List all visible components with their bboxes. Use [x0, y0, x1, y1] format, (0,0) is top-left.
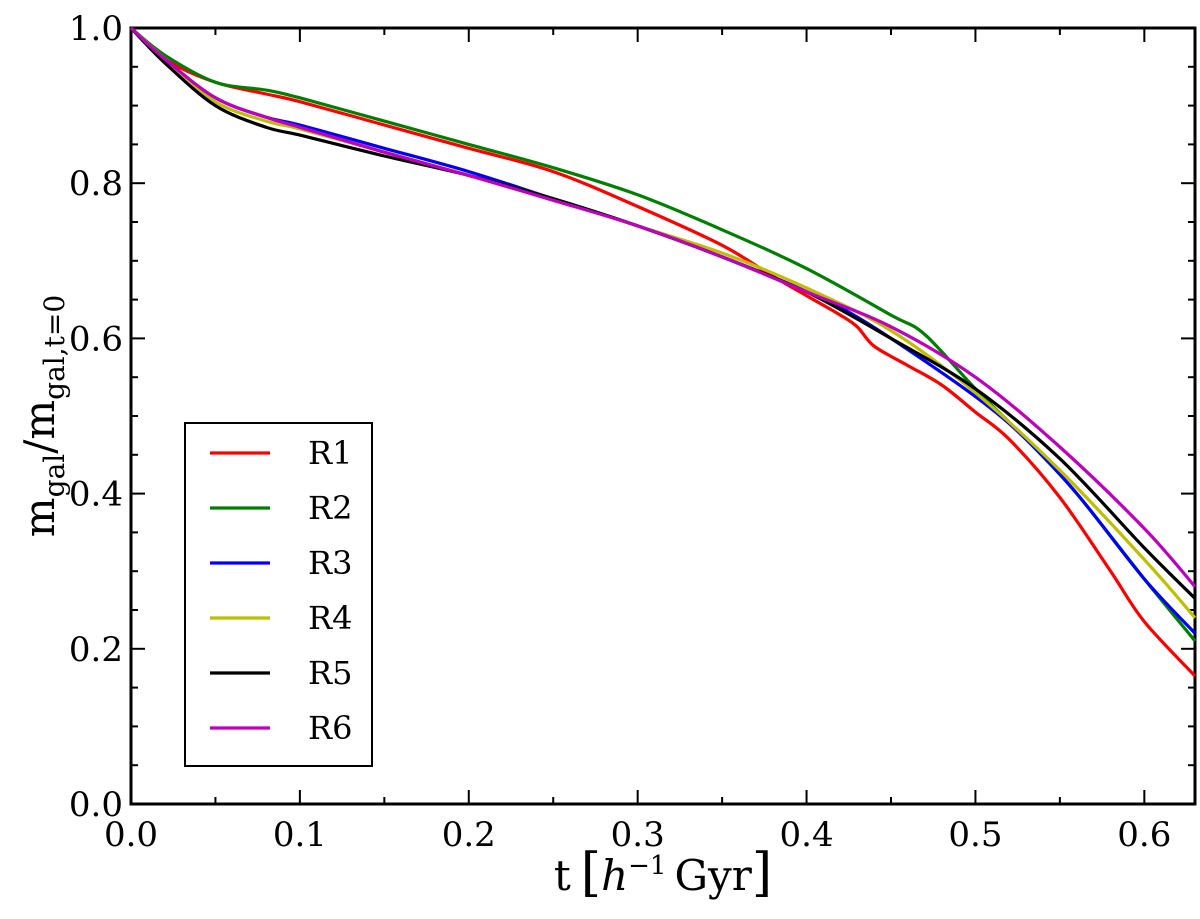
x-tick-label: 0.3: [611, 815, 665, 855]
legend-label-r5: R5: [308, 654, 352, 692]
legend-label-r2: R2: [308, 489, 352, 527]
x-tick-label: 0.0: [104, 815, 158, 855]
series-line-r6: [129, 26, 1197, 588]
y-tick-label: 0.0: [69, 785, 123, 825]
y-tick-label: 1.0: [69, 9, 123, 49]
x-tick-label: 0.6: [1117, 815, 1171, 855]
x-tick-label: 0.1: [273, 815, 327, 855]
legend-label-r1: R1: [308, 434, 352, 472]
series-layer: [129, 26, 1197, 678]
y-tick-label: 0.6: [69, 319, 123, 359]
x-axis-label: t [h−1 Gyr]: [554, 843, 772, 903]
legend-label-r4: R4: [308, 599, 352, 637]
legend-label-r6: R6: [308, 709, 352, 747]
svg-text:mgal/mgal,t=0: mgal/mgal,t=0: [15, 295, 71, 537]
y-axis-label: mgal/mgal,t=0: [15, 295, 71, 537]
y-tick-label: 0.2: [69, 630, 123, 670]
legend-box: [184, 422, 373, 767]
x-tick-label: 0.2: [442, 815, 496, 855]
legend-label-r3: R3: [308, 544, 352, 582]
series-line-r1: [129, 26, 1197, 678]
y-tick-label: 0.8: [69, 164, 123, 204]
legend-items: R1 R2 R3 R4 R5 R6: [210, 434, 352, 747]
x-tick-label: 0.4: [780, 815, 834, 855]
axis-ticks: 0.0 0.1 0.2 0.3 0.4 0.5 0.6 0.0 0.2 0.4 0.6 0.8 1.0: [69, 9, 1195, 855]
x-tick-label: 0.5: [948, 815, 1002, 855]
legend: R1 R2 R3 R4 R5 R6: [184, 422, 373, 767]
y-tick-label: 0.4: [69, 475, 123, 515]
